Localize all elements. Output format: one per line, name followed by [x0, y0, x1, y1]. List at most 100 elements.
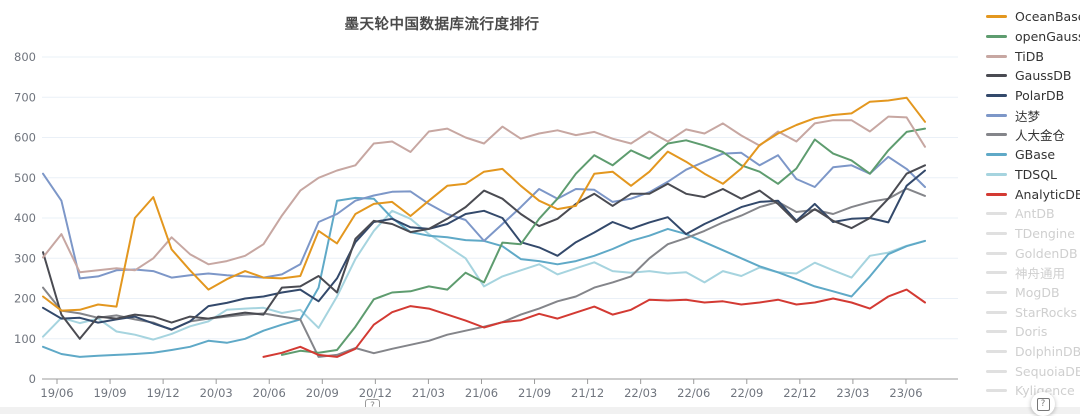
x-axis-tick-label: 23/03	[836, 386, 869, 400]
chart-title: 墨天轮中国数据库流行度排行	[344, 17, 540, 33]
legend-label: 达梦	[1015, 108, 1041, 124]
legend-label: GBase	[1015, 147, 1056, 163]
legend-swatch	[986, 310, 1007, 314]
legend-swatch	[986, 350, 1007, 354]
legend-label: DolphinDB	[1015, 344, 1080, 360]
legend-swatch	[986, 212, 1007, 216]
legend-item-StarRocks[interactable]: StarRocks	[986, 302, 1080, 322]
legend-label: OceanBase	[1015, 9, 1080, 25]
x-axis-tick-label: 20/06	[253, 386, 286, 400]
x-axis-tick-label: 19/06	[40, 386, 73, 400]
series-line-OceanBase[interactable]	[42, 96, 926, 312]
x-axis-tick-label: 23/06	[889, 386, 922, 400]
x-axis-tick-label: 21/06	[465, 386, 498, 400]
legend-item-AnalyticDB[interactable]: AnalyticDB	[986, 184, 1080, 204]
legend-swatch	[986, 74, 1007, 78]
legend-swatch	[986, 54, 1007, 58]
legend-item-MogDB[interactable]: MogDB	[986, 283, 1080, 303]
y-axis-tick-label: 700	[14, 90, 36, 104]
legend-item-Doris[interactable]: Doris	[986, 322, 1080, 342]
legend-label: AntDB	[1015, 206, 1055, 222]
x-axis-tick-label: 22/12	[783, 386, 816, 400]
legend-swatch	[986, 133, 1007, 137]
x-axis-tick-label: 22/09	[730, 386, 763, 400]
legend-swatch	[986, 172, 1007, 176]
legend-item-神舟通用[interactable]: 神舟通用	[986, 263, 1080, 283]
x-axis-tick-label: 21/09	[518, 386, 551, 400]
legend-label: 神舟通用	[1015, 266, 1066, 282]
question-mark-icon: ?	[370, 401, 375, 411]
legend-label: TDSQL	[1015, 166, 1057, 182]
series-line-PolarDB[interactable]	[42, 169, 926, 331]
x-axis-tick-label: 19/12	[147, 386, 180, 400]
legend-swatch	[986, 330, 1007, 334]
legend-swatch	[986, 94, 1007, 98]
y-axis-tick-label: 800	[14, 50, 36, 64]
legend-item-TiDB[interactable]: TiDB	[986, 46, 1080, 66]
legend-label: GaussDB	[1015, 68, 1072, 84]
legend-label: StarRocks	[1015, 304, 1078, 320]
y-axis-tick-label: 300	[14, 251, 36, 265]
question-mark-icon: ?	[1036, 397, 1050, 411]
legend-label: MogDB	[1015, 284, 1060, 300]
legend-swatch	[986, 113, 1007, 117]
legend-item-TDengine[interactable]: TDengine	[986, 224, 1080, 244]
legend-swatch	[986, 231, 1007, 235]
legend-label: Doris	[1015, 324, 1048, 340]
x-axis-tick-label: 20/12	[359, 386, 392, 400]
legend-item-SequoiaDB[interactable]: SequoiaDB	[986, 361, 1080, 381]
legend-item-GoldenDB[interactable]: GoldenDB	[986, 243, 1080, 263]
legend-swatch	[986, 251, 1007, 255]
legend-label: PolarDB	[1015, 88, 1065, 104]
help-button[interactable]: ?	[1031, 392, 1055, 416]
legend-label: openGauss	[1015, 29, 1080, 45]
series-line-GaussDB[interactable]	[42, 164, 926, 340]
legend-item-GaussDB[interactable]: GaussDB	[986, 66, 1080, 86]
legend-label: 人大金仓	[1015, 128, 1066, 144]
x-axis-tick-label: 22/06	[677, 386, 710, 400]
x-axis-tick-label: 20/09	[306, 386, 339, 400]
legend-item-OceanBase[interactable]: OceanBase	[986, 7, 1080, 27]
x-axis-tick-label: 20/03	[200, 386, 233, 400]
legend-item-DolphinDB[interactable]: DolphinDB	[986, 342, 1080, 362]
legend-swatch	[986, 389, 1007, 393]
y-axis-tick-label: 400	[14, 211, 36, 225]
page-bottom-strip	[0, 407, 1080, 414]
legend-swatch	[986, 369, 1007, 373]
chart-legend: OceanBase openGauss TiDB GaussDB PolarDB 达梦人大…	[986, 7, 1080, 401]
legend-label: AnalyticDB	[1015, 186, 1080, 202]
legend-item-Kyligence[interactable]: Kyligence	[986, 381, 1080, 401]
x-axis-tick-label: 21/12	[571, 386, 604, 400]
legend-item-人大金仓[interactable]: 人大金仓	[986, 125, 1080, 145]
legend-item-GBase[interactable]: GBase	[986, 145, 1080, 165]
y-axis-tick-label: 0	[29, 372, 36, 386]
legend-item-达梦[interactable]: 达梦	[986, 105, 1080, 125]
series-line-AnalyticDB[interactable]	[262, 288, 926, 358]
series-line-TDSQL[interactable]	[42, 209, 926, 341]
y-axis-tick-label: 500	[14, 171, 36, 185]
legend-item-AntDB[interactable]: AntDB	[986, 204, 1080, 224]
legend-swatch	[986, 192, 1007, 196]
x-axis-tick-label: 19/09	[93, 386, 126, 400]
legend-label: SequoiaDB	[1015, 363, 1080, 379]
legend-label: GoldenDB	[1015, 245, 1078, 261]
x-axis-tick-label: 21/03	[412, 386, 445, 400]
x-axis-tick-label: 22/03	[624, 386, 657, 400]
legend-item-TDSQL[interactable]: TDSQL	[986, 165, 1080, 185]
y-axis-tick-label: 200	[14, 292, 36, 306]
y-axis-tick-label: 100	[14, 332, 36, 346]
legend-label: TDengine	[1015, 225, 1075, 241]
legend-item-openGauss[interactable]: openGauss	[986, 27, 1080, 47]
legend-swatch	[986, 35, 1007, 39]
series-line-TiDB[interactable]	[42, 115, 926, 274]
legend-swatch	[986, 15, 1007, 19]
y-axis-tick-label: 600	[14, 131, 36, 145]
series-line-openGauss[interactable]	[280, 127, 926, 356]
legend-swatch	[986, 290, 1007, 294]
legend-item-PolarDB[interactable]: PolarDB	[986, 86, 1080, 106]
legend-swatch	[986, 153, 1007, 157]
legend-label: Kyligence	[1015, 383, 1075, 399]
series-line-达梦[interactable]	[42, 151, 926, 280]
legend-swatch	[986, 271, 1007, 275]
